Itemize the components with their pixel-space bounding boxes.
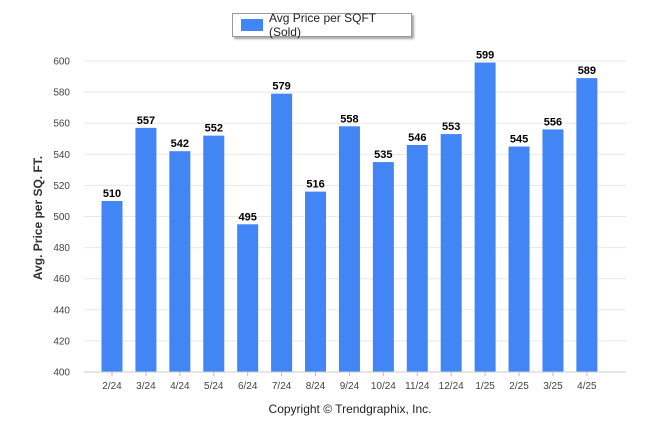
legend[interactable]: Avg Price per SQFT (Sold) [232, 11, 412, 39]
y-tick-label: 400 [53, 368, 70, 379]
y-tick-label: 560 [53, 119, 70, 130]
x-tick-label: 11/24 [405, 381, 430, 392]
x-tick-label: 9/24 [340, 381, 360, 392]
x-tick-label: 2/24 [102, 381, 122, 392]
x-tick-label: 1/25 [475, 381, 495, 392]
bar[interactable] [135, 127, 157, 373]
data-label: 589 [578, 65, 596, 77]
legend-label: Avg Price per SQFT (Sold) [268, 11, 376, 39]
data-label: 553 [442, 121, 460, 133]
legend-swatch [241, 19, 263, 31]
y-tick-label: 520 [53, 181, 70, 192]
y-tick-label: 420 [53, 336, 70, 347]
data-label: 557 [137, 115, 155, 127]
y-tick-label: 500 [53, 212, 70, 223]
data-label: 542 [171, 138, 189, 150]
y-tick-label: 460 [53, 274, 70, 285]
bar[interactable] [237, 224, 259, 372]
x-tick-label: 8/24 [306, 381, 326, 392]
bar[interactable] [372, 162, 394, 372]
bar[interactable] [305, 191, 327, 372]
data-label: 545 [510, 134, 528, 146]
bar[interactable] [271, 93, 293, 372]
x-tick-label: 4/24 [170, 381, 190, 392]
data-label: 510 [103, 188, 121, 200]
x-tick-label: 3/24 [136, 381, 156, 392]
data-label: 552 [205, 123, 223, 135]
y-tick-label: 440 [53, 305, 70, 316]
bar[interactable] [169, 151, 191, 372]
x-tick-label: 7/24 [272, 381, 292, 392]
y-tick-label: 540 [53, 150, 70, 161]
bar[interactable] [338, 126, 360, 372]
data-label: 556 [544, 116, 562, 128]
data-label: 599 [476, 50, 494, 62]
y-tick-label: 600 [53, 57, 70, 68]
x-tick-label: 10/24 [371, 381, 396, 392]
bar[interactable] [542, 129, 564, 372]
data-label: 558 [340, 113, 358, 125]
data-label: 579 [272, 81, 290, 93]
data-label: 516 [306, 179, 324, 191]
x-tick-label: 4/25 [577, 381, 597, 392]
copyright-text: Copyright © Trendgraphix, Inc. [268, 402, 432, 416]
data-label: 495 [239, 211, 257, 223]
bar[interactable] [101, 200, 123, 372]
y-axis-label: Avg. Price per SQ. FT. [31, 156, 45, 280]
bar[interactable] [576, 78, 598, 372]
x-tick-label: 6/24 [238, 381, 258, 392]
x-tick-label: 2/25 [509, 381, 529, 392]
data-label: 535 [374, 149, 392, 161]
bar[interactable] [440, 134, 462, 372]
bar[interactable] [406, 144, 428, 372]
x-tick-label: 3/25 [543, 381, 563, 392]
bar[interactable] [474, 62, 496, 373]
y-tick-label: 580 [53, 88, 70, 99]
bar[interactable] [508, 146, 530, 372]
y-tick-label: 480 [53, 243, 70, 254]
data-label: 546 [408, 132, 426, 144]
x-tick-label: 5/24 [204, 381, 224, 392]
bar[interactable] [203, 135, 225, 372]
x-tick-label: 12/24 [439, 381, 464, 392]
